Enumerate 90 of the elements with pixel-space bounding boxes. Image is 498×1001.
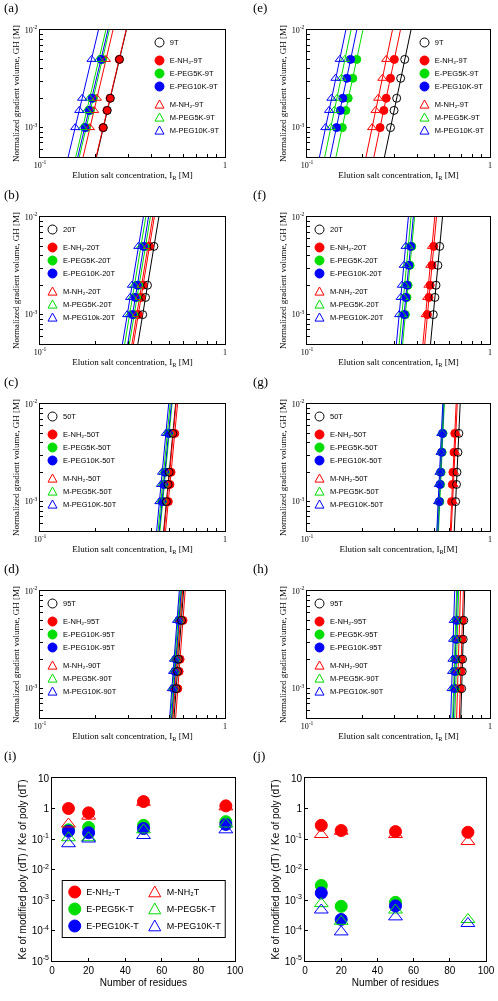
legend-label: M-PEG10K-T [166,921,221,932]
x-tick-label: 1 [223,534,227,544]
x-tick-label: 80 [192,965,205,976]
x-axis-title: Elution salt concentration, I$_{R}$ [M] [338,170,459,182]
x-tick-label: 0 [302,965,309,976]
x-axis-title: Elution salt concentration, I$_{R}$ [M] [338,731,459,743]
y-tick-label: 10$^{-2}$ [24,585,38,596]
x-tick-label: 40 [371,965,384,976]
y-tick-label: 10$^{-5}$ [31,954,50,967]
x-tick-label: 1 [223,347,227,357]
y-tick-label: 10$^{-2}$ [24,211,38,222]
x-axis-title: Elution salt concentration, I$_{R}$ [M] [338,357,459,369]
x-tick-label: 60 [156,965,168,976]
y-tick-label: 10$^{-3}$ [24,496,38,507]
y-tick-label: 10$^{-2}$ [24,24,38,35]
x-axis-title: Elution salt concentration, I$_{R}$ [M] [72,544,193,556]
x-tick-label: 1 [223,721,227,731]
x-tick-label: 40 [119,965,132,976]
x-axis-title: Elution salt concentration, I$_{R}$ [M] [72,170,193,182]
legend-label: M-NH₂T [166,887,200,898]
x-tick-label: 1 [488,721,492,731]
x-tick-label: 1 [488,160,492,170]
legend-label: E-PEG5K-T [86,904,134,915]
chart-title: (e) [253,0,268,16]
chart-title: (c) [4,374,19,390]
x-tick-label: 10$^{-1}$ [300,159,314,170]
y-axis-title: Normalized gradient volume, GH [M] [278,211,289,350]
y-tick-label: 10$^{-4}$ [31,923,50,936]
y-tick-label: 10$^{-2}$ [291,211,305,222]
chart-title: (g) [253,374,269,390]
x-tick-label: 60 [408,965,420,976]
y-tick-label: 10$^{-3}$ [291,309,305,320]
y-axis-title: Normalized gradient volume, GH [M] [278,585,289,724]
chart-title: (b) [4,187,20,203]
y-tick-label: 10$^{-1}$ [284,832,303,845]
y-tick-label: 10$^{-1}$ [31,832,50,845]
legend-label: M-PEG5K-T [166,904,216,915]
y-tick-label: 10$^{-5}$ [284,954,303,967]
y-tick-label: 10$^{-2}$ [31,862,50,875]
chart-title: (j) [253,748,266,764]
y-axis-title: Ke of modified poly (dT) / Ke of poly (dT) [16,779,28,960]
x-axis-title: Number of residues [351,976,440,988]
x-tick-label: 20 [83,965,95,976]
y-tick-label: 10$^{-3}$ [24,122,38,133]
y-tick-label: 10$^{-3}$ [31,893,50,906]
y-axis-title: Normalized gradient volume, GH [M] [278,398,289,537]
chart-title: (h) [253,561,269,577]
legend-label: E-NH₂-T [86,887,121,898]
x-tick-label: 10$^{-1}$ [300,533,314,544]
x-axis-title: Elution salt concentration, I$_{R}$ [M] [72,731,193,743]
y-axis-title: Normalized gradient volume, GH [M] [11,585,22,724]
x-tick-label: 1 [488,347,492,357]
chart-title: (f) [253,187,266,203]
x-tick-label: 80 [444,965,456,976]
legend-label: E-PEG10K-T [86,921,139,932]
y-tick-label: 10$^{-2}$ [291,585,305,596]
chart-title: (d) [4,561,20,577]
y-tick-label: 10$^{-2}$ [291,398,305,409]
x-tick-label: 20 [335,965,348,976]
x-tick-label: 1 [223,160,227,170]
y-tick-label: 10 [290,772,303,784]
x-axis-title: Elution salt concentration, I$_{R}$[M] [339,544,458,556]
y-tick-label: 10$^{-2}$ [24,398,38,409]
x-tick-label: 0 [49,965,56,976]
x-axis-title: Number of residues [99,976,188,988]
y-tick-label: 10$^{-3}$ [284,893,303,906]
y-tick-label: 10$^{-3}$ [24,683,38,694]
y-axis-title: Normalized gradient volume, GH [M] [11,398,22,537]
y-axis-title: Normalized gradient volume, GH [M] [11,211,22,350]
y-tick-label: 10$^{-2}$ [291,24,305,35]
x-axis-title: Elution salt concentration, I$_{R}$ [M] [72,357,193,369]
y-tick-label: 1 [43,803,50,814]
y-tick-label: 10$^{-4}$ [284,923,303,936]
x-tick-label: 1 [488,534,492,544]
chart-title: (a) [4,0,19,16]
y-tick-label: 10$^{-2}$ [284,862,303,875]
y-tick-label: 10$^{-3}$ [291,683,305,694]
y-tick-label: 10$^{-3}$ [291,496,305,507]
y-axis-title: Normalized gradient volume, GH [M] [11,24,22,163]
y-axis-title: Ke of modified poly (dT) / Ke of poly (dT) [269,779,281,960]
x-tick-label: 100 [477,965,495,976]
chart-title: (i) [4,748,17,764]
x-tick-label: 10$^{-1}$ [300,720,314,731]
y-axis-title: Normalized gradient volume, GH [M] [278,24,289,163]
y-tick-label: 10$^{-3}$ [24,309,38,320]
x-tick-label: 100 [226,965,244,976]
y-tick-label: 1 [296,803,303,814]
y-tick-label: 10 [37,772,50,784]
x-tick-label: 10$^{-1}$ [300,346,314,357]
y-tick-label: 10$^{-3}$ [291,122,305,133]
